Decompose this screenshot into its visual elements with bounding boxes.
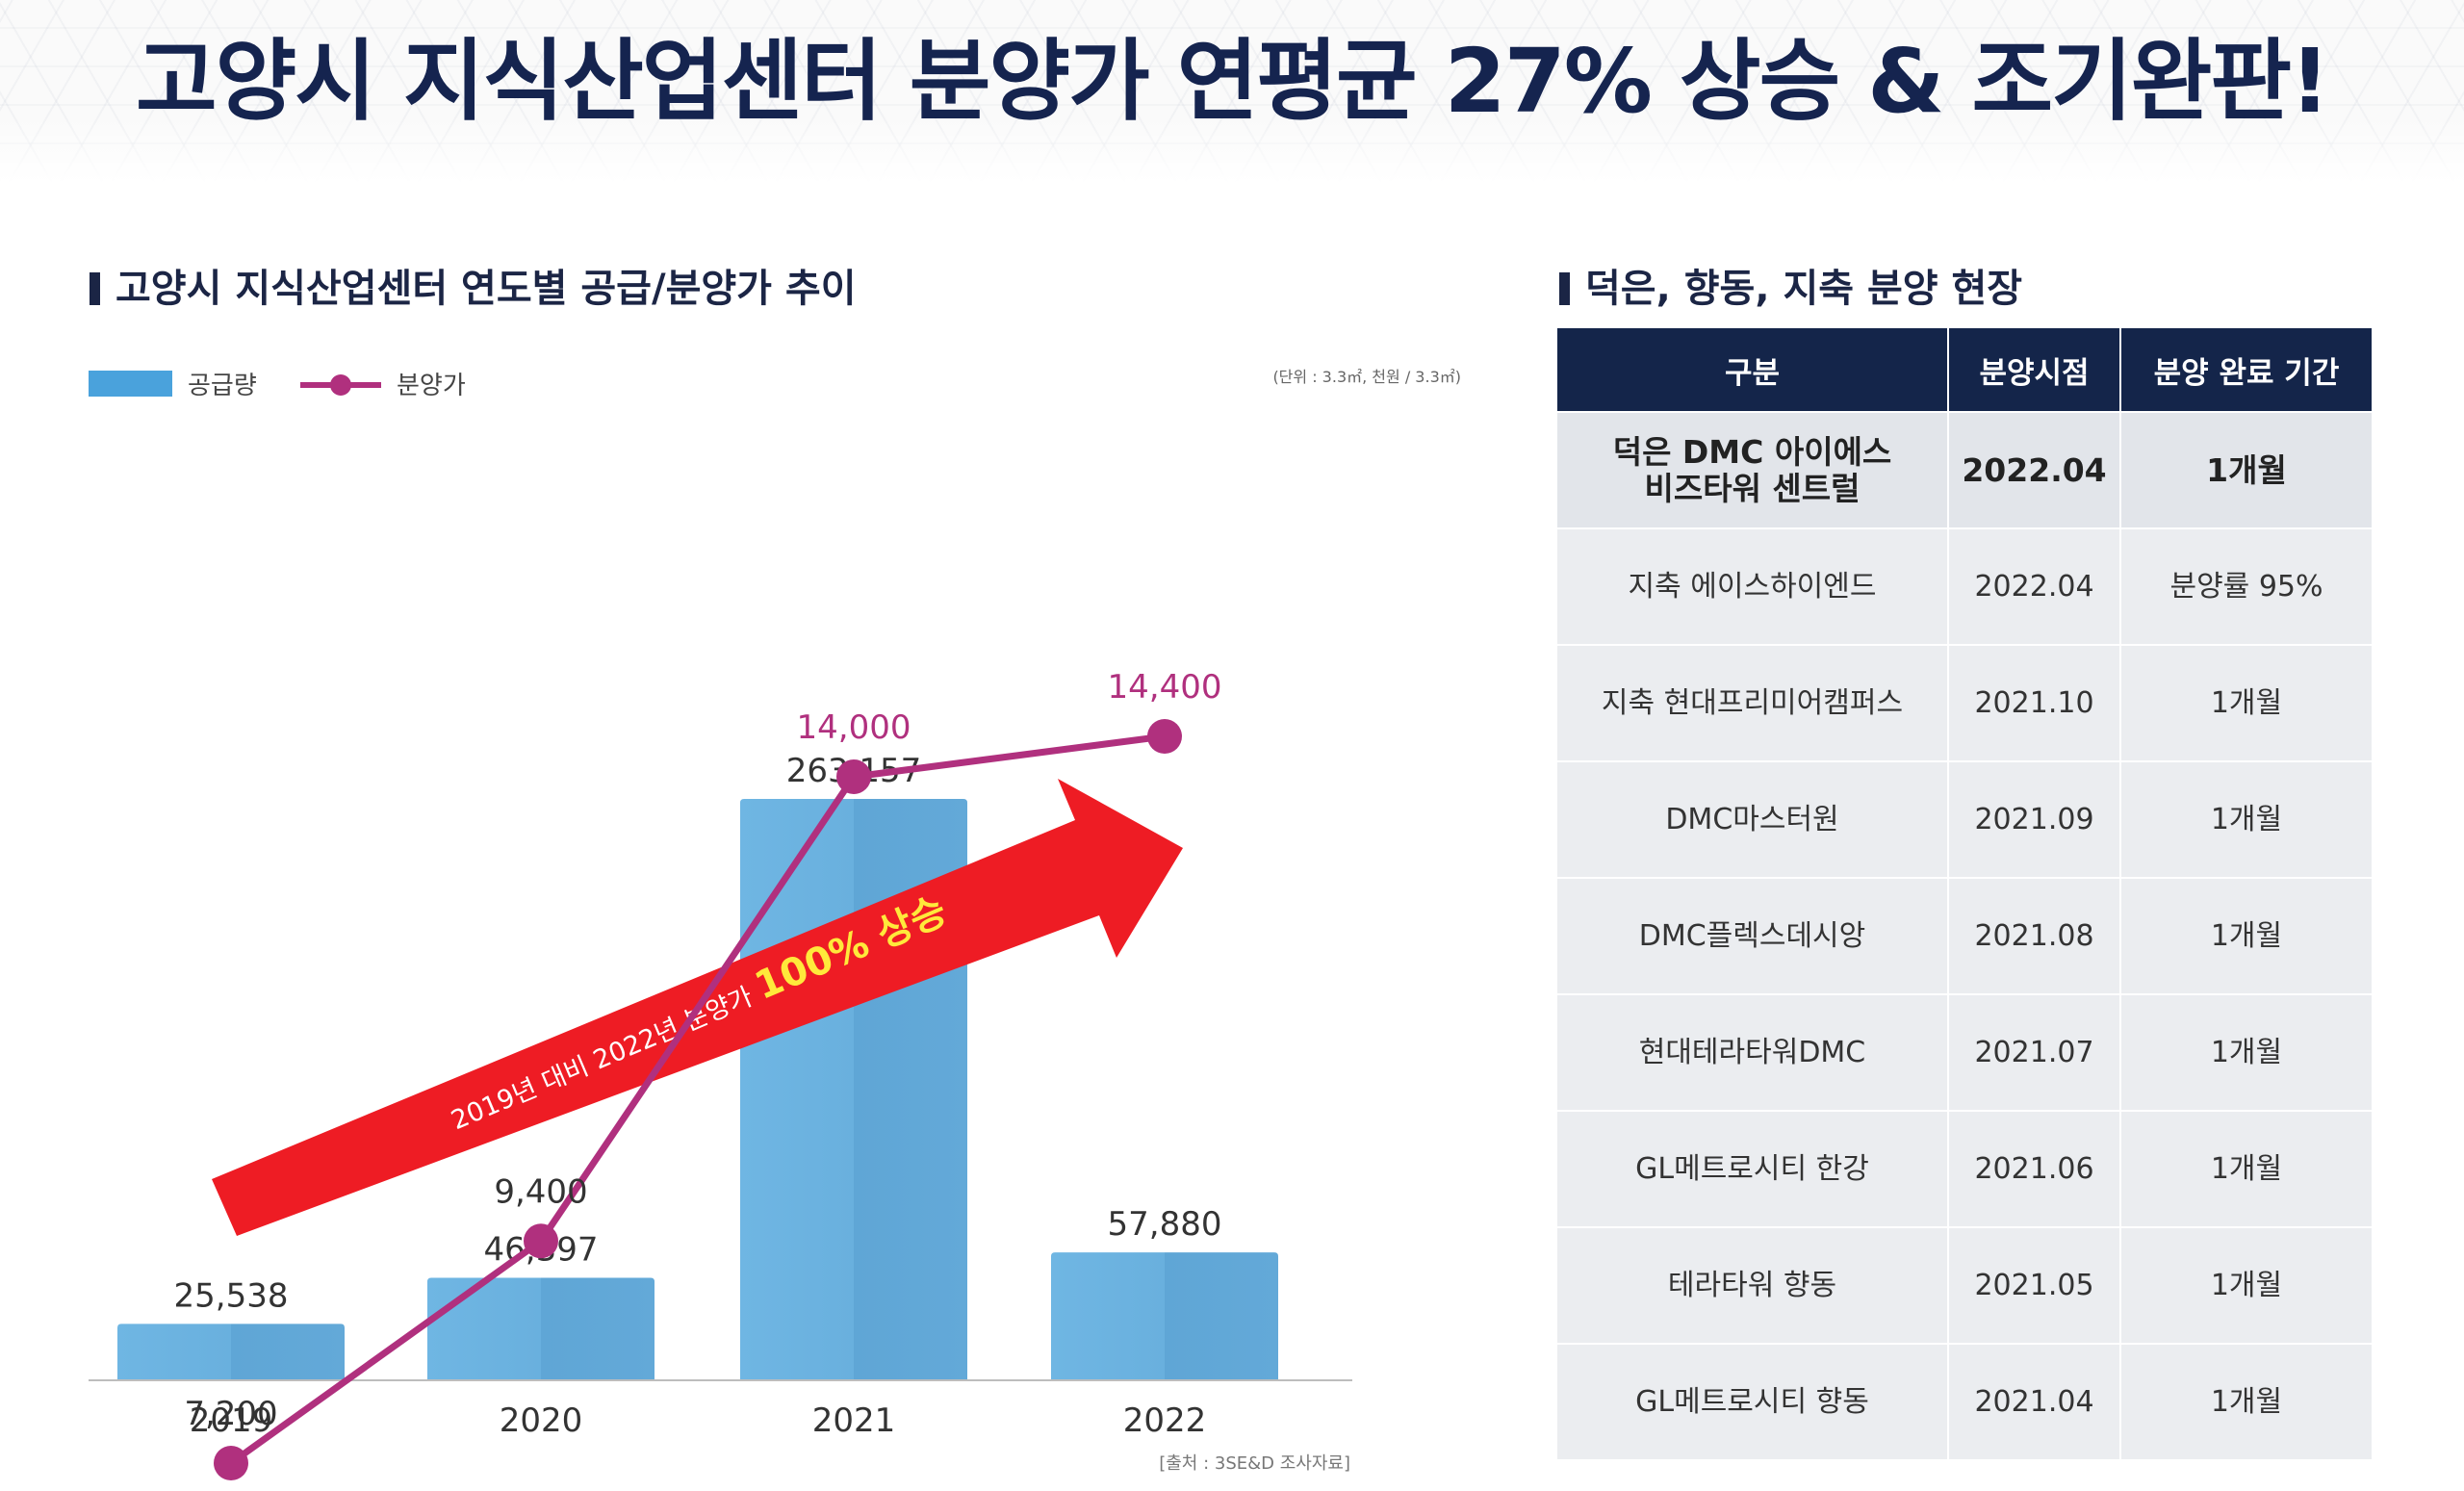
price-point-2020 xyxy=(524,1223,558,1259)
title-banner-fade xyxy=(0,116,2464,183)
price-label-2020: 9,400 xyxy=(494,1172,587,1211)
bar-label-2022: 57,880 xyxy=(1108,1205,1222,1244)
table-row: 덕은 DMC 아이에스 비즈타워 센트럴 2022.04 1개월 xyxy=(1557,411,2372,528)
x-tick-2019: 2019 xyxy=(190,1401,273,1440)
table-row: DMC플렉스데시앙 2021.08 1개월 xyxy=(1557,877,2372,994)
cell-date: 2021.08 xyxy=(1948,877,2121,994)
cell-period: 1개월 xyxy=(2120,993,2372,1111)
cell-date: 2021.10 xyxy=(1948,644,2121,761)
line-series: 7,200 9,400 14,000 14,400 xyxy=(184,668,1221,1480)
x-tick-2021: 2021 xyxy=(812,1401,896,1440)
unit-note: (단위 : 3.3㎡, 천원 / 3.3㎡) xyxy=(1272,368,1461,386)
chart-section-title: 고양시 지식산업센터 연도별 공급/분양가 추이 xyxy=(90,265,857,313)
table-header-row: 구분 분양시점 분양 완료 기간 xyxy=(1557,328,2372,412)
bar-label-2019: 25,538 xyxy=(174,1276,289,1315)
table-row: 테라타워 향동 2021.05 1개월 xyxy=(1557,1226,2372,1344)
sales-table: 구분 분양시점 분양 완료 기간 덕은 DMC 아이에스 비즈타워 센트럴 2022… xyxy=(1557,328,2372,1459)
source-note: [출처 : 3SE&D 조사자료] xyxy=(1159,1453,1350,1474)
cell-period: 분양률 95% xyxy=(2120,527,2372,645)
table-row: 현대테라타워DMC 2021.07 1개월 xyxy=(1557,993,2372,1111)
table-row: 지축 에이스하이엔드 2022.04 분양률 95% xyxy=(1557,527,2372,645)
table-section-title-text: 덕은, 향동, 지축 분양 현장 xyxy=(1585,267,2023,311)
cell-name: 현대테라타워DMC xyxy=(1557,993,1949,1111)
cell-name: 지축 에이스하이엔드 xyxy=(1557,527,1949,645)
bar-2022 xyxy=(1051,1252,1278,1380)
cell-name-line: GL메트로시티 향동 xyxy=(1635,1384,1869,1419)
x-axis-ticks: 2019 2020 2021 2022 xyxy=(190,1401,1207,1440)
chart-section-title-text: 고양시 지식산업센터 연도별 공급/분양가 추이 xyxy=(116,267,857,311)
table-row: GL메트로시티 향동 2021.04 1개월 xyxy=(1557,1343,2372,1459)
cell-name-line: 현대테라타워DMC xyxy=(1638,1035,1866,1069)
cell-name: DMC마스터원 xyxy=(1557,760,1949,878)
section-marker xyxy=(1559,272,1570,305)
cell-name: GL메트로시티 향동 xyxy=(1557,1343,1949,1459)
table-row: DMC마스터원 2021.09 1개월 xyxy=(1557,760,2372,878)
cell-name-line: 덕은 DMC 아이에스 xyxy=(1612,432,1892,471)
cell-period: 1개월 xyxy=(2120,644,2372,761)
cell-date: 2021.04 xyxy=(1948,1343,2121,1459)
cell-date: 2022.04 xyxy=(1948,527,2121,645)
cell-period: 1개월 xyxy=(2120,760,2372,878)
header-period: 분양 완료 기간 xyxy=(2120,328,2372,412)
table-body: 덕은 DMC 아이에스 비즈타워 센트럴 2022.04 1개월 지축 에이스하이엔드 2… xyxy=(1557,411,2372,1459)
section-marker xyxy=(90,272,100,305)
page-title: 고양시 지식산업센터 분양가 연평균 27% 상승 & 조기완판! xyxy=(135,30,2330,133)
legend-marker-price xyxy=(330,374,351,396)
price-point-2019 xyxy=(214,1446,248,1480)
cell-period: 1개월 xyxy=(2120,877,2372,994)
cell-name-line: 비즈타워 센트럴 xyxy=(1644,469,1861,507)
chart-legend: 공급량 분양가 xyxy=(89,371,466,400)
cell-name-line: 지축 현대프리미어캠퍼스 xyxy=(1601,685,1904,720)
price-label-2021: 14,000 xyxy=(797,708,911,747)
price-point-2021 xyxy=(836,758,871,794)
cell-period: 1개월 xyxy=(2120,1343,2372,1459)
cell-name-line: GL메트로시티 한강 xyxy=(1635,1151,1869,1186)
header-category: 구분 xyxy=(1557,328,1949,412)
cell-date: 2021.09 xyxy=(1948,760,2121,878)
legend-label-price: 분양가 xyxy=(397,372,466,400)
cell-name: 덕은 DMC 아이에스 비즈타워 센트럴 xyxy=(1557,411,1949,528)
x-tick-2022: 2022 xyxy=(1123,1401,1207,1440)
cell-name: GL메트로시티 한강 xyxy=(1557,1110,1949,1227)
price-label-2019: 7,200 xyxy=(184,1395,277,1433)
bar-2019 xyxy=(117,1324,345,1380)
cell-name: DMC플렉스데시앙 xyxy=(1557,877,1949,994)
cell-name-line: DMC플렉스데시앙 xyxy=(1638,918,1866,953)
cell-name-line: 테라타워 향동 xyxy=(1667,1268,1837,1302)
legend-swatch-supply xyxy=(89,371,172,397)
price-line xyxy=(228,733,1166,1466)
cell-date: 2021.06 xyxy=(1948,1110,2121,1227)
table-row: 지축 현대프리미어캠퍼스 2021.10 1개월 xyxy=(1557,644,2372,761)
cell-name-line: DMC마스터원 xyxy=(1665,802,1839,836)
cell-period: 1개월 xyxy=(2120,1110,2372,1227)
bar-2020 xyxy=(427,1277,654,1380)
cell-period: 1개월 xyxy=(2120,411,2372,528)
cell-date: 2021.05 xyxy=(1948,1226,2121,1344)
cell-name: 테라타워 향동 xyxy=(1557,1226,1949,1344)
cell-date: 2021.07 xyxy=(1948,993,2121,1111)
table-section-title: 덕은, 향동, 지축 분양 현장 xyxy=(1559,265,2022,313)
price-label-2022: 14,400 xyxy=(1108,668,1222,707)
price-point-2022 xyxy=(1147,719,1182,754)
cell-name-line: 지축 에이스하이엔드 xyxy=(1628,569,1877,604)
cell-name: 지축 현대프리미어캠퍼스 xyxy=(1557,644,1949,761)
header-date: 분양시점 xyxy=(1948,328,2121,412)
table-row: GL메트로시티 한강 2021.06 1개월 xyxy=(1557,1110,2372,1227)
cell-date: 2022.04 xyxy=(1948,411,2121,528)
legend-label-supply: 공급량 xyxy=(188,372,257,400)
x-tick-2020: 2020 xyxy=(500,1401,583,1440)
cell-period: 1개월 xyxy=(2120,1226,2372,1344)
